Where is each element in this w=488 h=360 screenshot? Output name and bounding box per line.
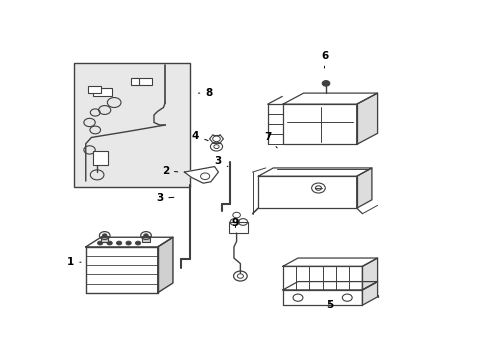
Circle shape bbox=[102, 234, 107, 237]
Text: 5: 5 bbox=[326, 300, 333, 310]
Text: 1: 1 bbox=[67, 257, 81, 267]
Bar bbox=[93, 151, 108, 165]
Bar bbox=[228, 222, 247, 233]
Text: 3: 3 bbox=[156, 193, 174, 203]
Circle shape bbox=[143, 234, 148, 237]
Text: 6: 6 bbox=[320, 51, 327, 68]
Polygon shape bbox=[258, 176, 356, 208]
Text: 2: 2 bbox=[162, 166, 177, 176]
Text: 3: 3 bbox=[214, 156, 227, 167]
Polygon shape bbox=[282, 104, 356, 144]
Polygon shape bbox=[356, 93, 377, 144]
Polygon shape bbox=[362, 282, 377, 305]
Circle shape bbox=[97, 241, 102, 245]
Circle shape bbox=[116, 241, 122, 245]
Polygon shape bbox=[282, 258, 377, 266]
Bar bbox=[135, 78, 152, 85]
Polygon shape bbox=[282, 93, 377, 104]
Polygon shape bbox=[158, 237, 173, 293]
Circle shape bbox=[107, 241, 112, 245]
Text: 7: 7 bbox=[264, 132, 277, 148]
Polygon shape bbox=[282, 290, 362, 305]
Bar bbox=[101, 235, 108, 242]
Polygon shape bbox=[356, 168, 371, 208]
Circle shape bbox=[322, 81, 329, 86]
Polygon shape bbox=[258, 168, 371, 176]
Polygon shape bbox=[362, 258, 377, 290]
Text: 8: 8 bbox=[198, 88, 212, 98]
Polygon shape bbox=[85, 237, 173, 247]
Polygon shape bbox=[85, 247, 158, 293]
Text: 9: 9 bbox=[231, 219, 239, 228]
Circle shape bbox=[135, 241, 141, 245]
Circle shape bbox=[126, 241, 131, 245]
Bar bbox=[87, 86, 101, 93]
Circle shape bbox=[212, 136, 220, 141]
Polygon shape bbox=[184, 167, 218, 183]
Bar bbox=[131, 78, 139, 85]
Polygon shape bbox=[282, 282, 377, 290]
Bar bbox=[142, 235, 149, 242]
Bar bbox=[74, 63, 189, 187]
Text: 4: 4 bbox=[192, 131, 208, 141]
Bar bbox=[93, 88, 112, 96]
